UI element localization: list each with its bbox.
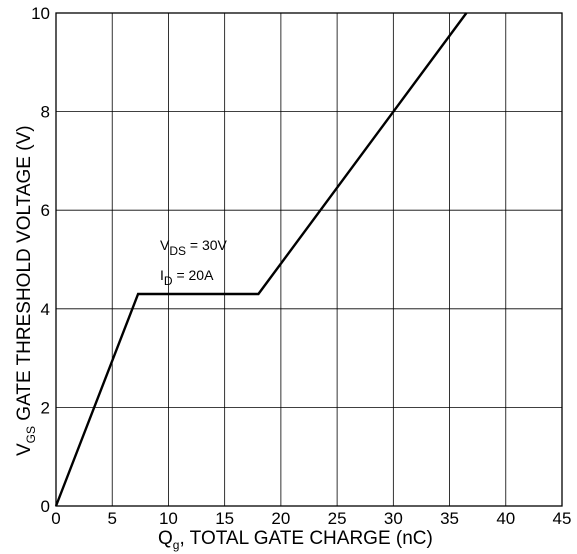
- x-tick-label: 10: [159, 509, 178, 528]
- x-tick-label: 40: [496, 509, 515, 528]
- x-axis-label: Qg, TOTAL GATE CHARGE (nC): [158, 528, 433, 552]
- y-axis-label: VGS GATE THRESHOLD VOLTAGE (V): [14, 125, 38, 456]
- plot-frame: [55, 12, 563, 507]
- x-tick-label: 20: [271, 509, 290, 528]
- y-tick-label: 6: [41, 201, 50, 220]
- y-tick-label: 2: [41, 398, 50, 417]
- x-tick-label: 30: [384, 509, 403, 528]
- y-tick-label: 4: [41, 300, 50, 319]
- tick-labels: 0 5 10 15 20 25 30 35 40 45 0 2 4 6 8 10: [31, 4, 571, 528]
- y-tick-label: 10: [31, 4, 50, 23]
- x-tick-label: 5: [107, 509, 116, 528]
- x-tick-label: 0: [51, 509, 60, 528]
- grid: [56, 13, 562, 506]
- y-tick-label: 8: [41, 103, 50, 122]
- x-tick-label: 15: [215, 509, 234, 528]
- y-tick-label: 0: [41, 497, 50, 516]
- x-tick-label: 45: [553, 509, 572, 528]
- series-layer: [54, 12, 468, 507]
- x-tick-label: 25: [328, 509, 347, 528]
- annotation-id: ID = 20A: [160, 267, 214, 288]
- x-tick-label: 35: [440, 509, 459, 528]
- annotation-vds: VDS = 30V: [160, 237, 228, 258]
- series-line: [54, 12, 468, 507]
